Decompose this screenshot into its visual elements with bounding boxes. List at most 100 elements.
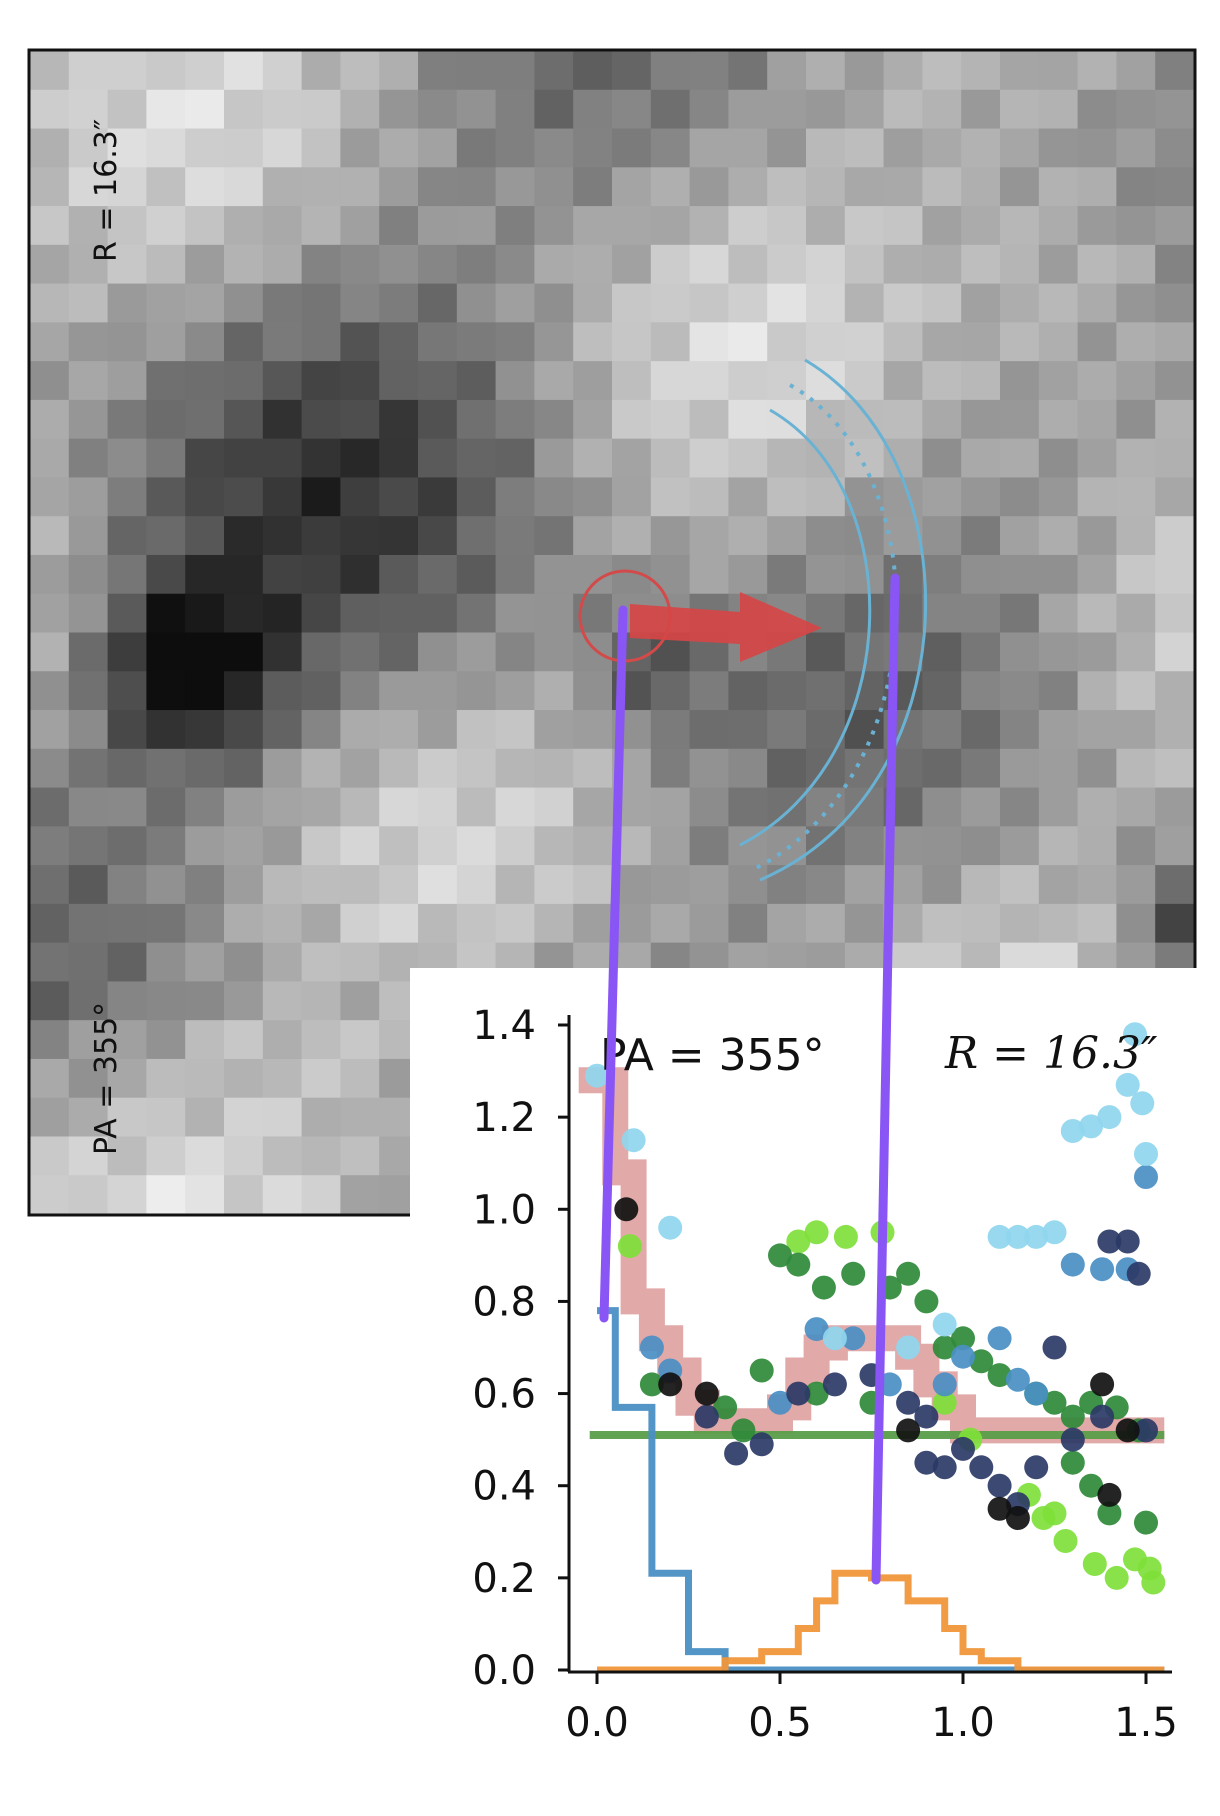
image-pixel: [728, 399, 768, 440]
image-pixel: [418, 244, 458, 285]
image-pixel: [30, 1097, 70, 1138]
image-pixel: [1155, 128, 1195, 168]
scatter-point: [1104, 1565, 1129, 1590]
image-pixel: [68, 322, 109, 362]
image-pixel: [728, 361, 768, 401]
image-pixel: [1116, 826, 1156, 866]
image-pixel: [650, 283, 691, 323]
image-pixel: [961, 865, 1001, 905]
scatter-point: [896, 1335, 921, 1360]
image-pixel: [689, 903, 729, 944]
image-pixel: [301, 903, 341, 944]
image-pixel: [883, 51, 923, 91]
image-pixel: [1116, 167, 1156, 207]
scatter-point: [731, 1418, 756, 1443]
image-pixel: [495, 826, 535, 866]
image-pixel: [262, 128, 303, 168]
image-pixel: [961, 632, 1001, 672]
image-pixel: [185, 903, 225, 944]
image-pixel: [379, 244, 419, 285]
image-pixel: [806, 554, 846, 595]
image-pixel: [146, 787, 186, 827]
image-pixel: [1155, 554, 1195, 595]
image-pixel: [1000, 516, 1040, 556]
image-pixel: [107, 1020, 147, 1060]
image-pixel: [728, 89, 768, 130]
image-pixel: [650, 710, 691, 750]
x-tick-label: 0.5: [748, 1700, 812, 1746]
image-pixel: [767, 361, 807, 401]
image-pixel: [146, 981, 186, 1021]
image-pixel: [146, 748, 186, 789]
image-pixel: [767, 167, 807, 207]
image-pixel: [573, 787, 613, 827]
image-pixel: [224, 206, 264, 246]
image-pixel: [495, 671, 535, 711]
image-pixel: [650, 787, 691, 827]
image-pixel: [1155, 632, 1195, 672]
image-pixel: [68, 903, 109, 944]
scatter-point: [786, 1252, 811, 1277]
scatter-point: [786, 1381, 811, 1406]
image-pixel: [301, 1136, 341, 1176]
image-pixel: [922, 322, 962, 362]
image-pixel: [612, 322, 652, 362]
image-pixel: [418, 361, 458, 401]
image-pixel: [185, 865, 225, 905]
image-pixel: [1000, 632, 1040, 672]
image-pixel: [224, 903, 264, 944]
image-pixel: [612, 399, 652, 440]
image-pixel: [262, 361, 303, 401]
image-pixel: [767, 51, 807, 91]
image-pixel: [30, 399, 70, 440]
scatter-point: [833, 1224, 858, 1249]
image-pixel: [844, 206, 885, 246]
image-pixel: [844, 89, 885, 130]
image-pixel: [301, 787, 341, 827]
image-pixel: [68, 593, 109, 634]
image-pixel: [495, 51, 535, 91]
image-pixel: [1077, 554, 1117, 595]
scatter-point: [1042, 1501, 1067, 1526]
image-pixel: [728, 477, 768, 517]
image-pixel: [844, 903, 885, 944]
image-pixel: [650, 322, 691, 362]
image-pixel: [456, 128, 497, 168]
image-pixel: [650, 167, 691, 207]
image-pixel: [68, 438, 109, 479]
scatter-point: [914, 1404, 939, 1429]
scatter-point: [621, 1128, 646, 1153]
scatter-point: [1090, 1257, 1115, 1282]
image-pixel: [806, 89, 846, 130]
image-pixel: [301, 206, 341, 246]
image-pixel: [30, 1175, 70, 1215]
image-pixel: [146, 942, 186, 982]
image-pixel: [689, 671, 729, 711]
image-pixel: [728, 787, 768, 827]
image-pixel: [262, 1058, 303, 1099]
scatter-point: [969, 1455, 994, 1480]
image-pixel: [728, 710, 768, 750]
image-pixel: [1116, 322, 1156, 362]
image-pixel: [456, 438, 497, 479]
image-pixel: [301, 981, 341, 1021]
image-pixel: [418, 516, 458, 556]
image-pixel: [961, 787, 1001, 827]
image-pixel: [185, 399, 225, 440]
image-pixel: [30, 865, 70, 905]
image-pixel: [418, 710, 458, 750]
y-tick-label: 0.8: [472, 1279, 536, 1325]
scatter-point: [713, 1395, 738, 1420]
image-pixel: [68, 1097, 109, 1138]
image-pixel: [30, 981, 70, 1021]
image-pixel: [1038, 477, 1079, 517]
connector-line-source: [599, 605, 628, 1323]
image-pixel: [612, 51, 652, 91]
image-pixel: [806, 671, 846, 711]
image-pixel: [1038, 438, 1079, 479]
image-pixel: [379, 283, 419, 323]
image-pixel: [146, 826, 186, 866]
image-pixel: [961, 554, 1001, 595]
image-pixel: [689, 748, 729, 789]
grayscale-image-panel: R = 16.3″ PA = 355°: [27, 48, 1197, 1217]
